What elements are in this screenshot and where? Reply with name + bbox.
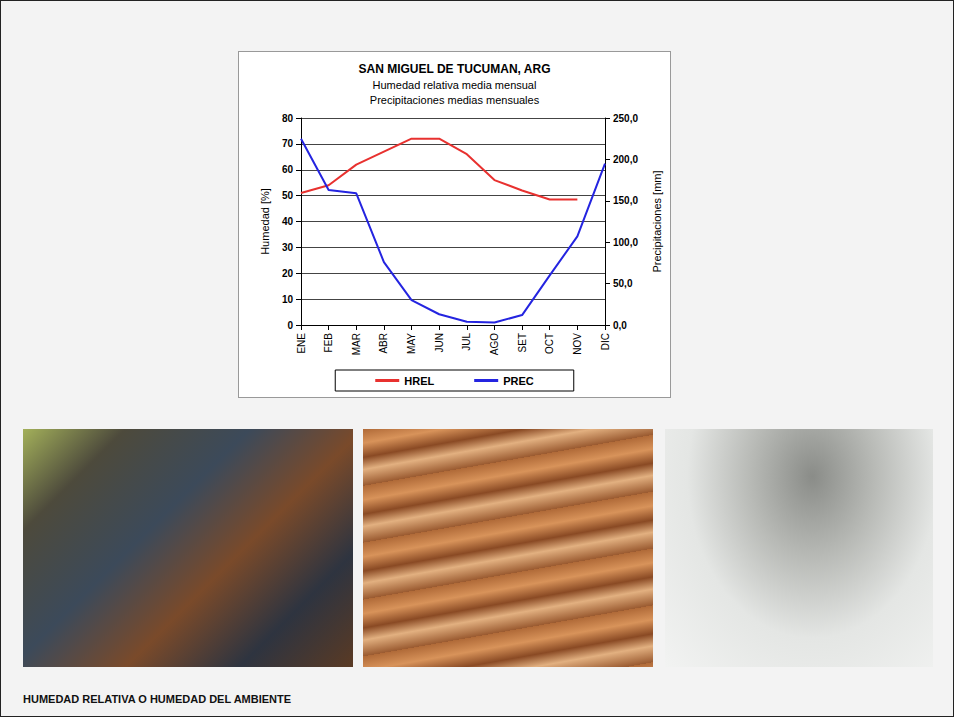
svg-text:ABR: ABR (378, 333, 389, 354)
svg-text:150,0: 150,0 (613, 195, 638, 206)
svg-text:250,0: 250,0 (613, 113, 638, 124)
svg-text:70: 70 (282, 138, 294, 149)
svg-text:Precipitaciones medias mensual: Precipitaciones medias mensuales (370, 94, 540, 106)
svg-text:50: 50 (282, 190, 294, 201)
svg-text:PREC: PREC (503, 375, 534, 387)
svg-text:Humedad [%]: Humedad [%] (259, 188, 271, 255)
html-text:HUMEDAD RELATIVA O HUMEDAD DEL: HUMEDAD RELATIVA O HUMEDAD DEL AMBIENTE (23, 693, 292, 705)
svg-text:MAY: MAY (406, 333, 417, 354)
svg-text:60: 60 (282, 164, 294, 175)
svg-text:OCT: OCT (544, 333, 555, 354)
svg-text:NOV: NOV (572, 333, 583, 355)
svg-text:AGO: AGO (489, 333, 500, 355)
svg-text:20: 20 (282, 268, 294, 279)
svg-text:JUL: JUL (461, 333, 472, 351)
svg-text:MAR: MAR (351, 333, 362, 355)
svg-text:50,0: 50,0 (613, 278, 633, 289)
svg-text:ENE: ENE (296, 333, 307, 354)
svg-text:DIC: DIC (600, 333, 611, 350)
svg-text:SAN MIGUEL DE TUCUMAN, ARG: SAN MIGUEL DE TUCUMAN, ARG (359, 62, 551, 76)
svg-text:FEB: FEB (323, 333, 334, 353)
svg-text:30: 30 (282, 242, 294, 253)
svg-text:SET: SET (517, 333, 528, 352)
svg-text:100,0: 100,0 (613, 237, 638, 248)
svg-text:10: 10 (282, 294, 294, 305)
svg-text:80: 80 (282, 113, 294, 124)
svg-text:200,0: 200,0 (613, 154, 638, 165)
svg-text:0,0: 0,0 (613, 320, 627, 331)
svg-text:Precipitaciones [mm]: Precipitaciones [mm] (651, 170, 663, 272)
svg-text:40: 40 (282, 216, 294, 227)
svg-text:0: 0 (287, 320, 293, 331)
svg-text:JUN: JUN (434, 333, 445, 352)
svg-text:Humedad relativa media mensual: Humedad relativa media mensual (373, 79, 537, 91)
svg-text:HREL: HREL (404, 375, 434, 387)
